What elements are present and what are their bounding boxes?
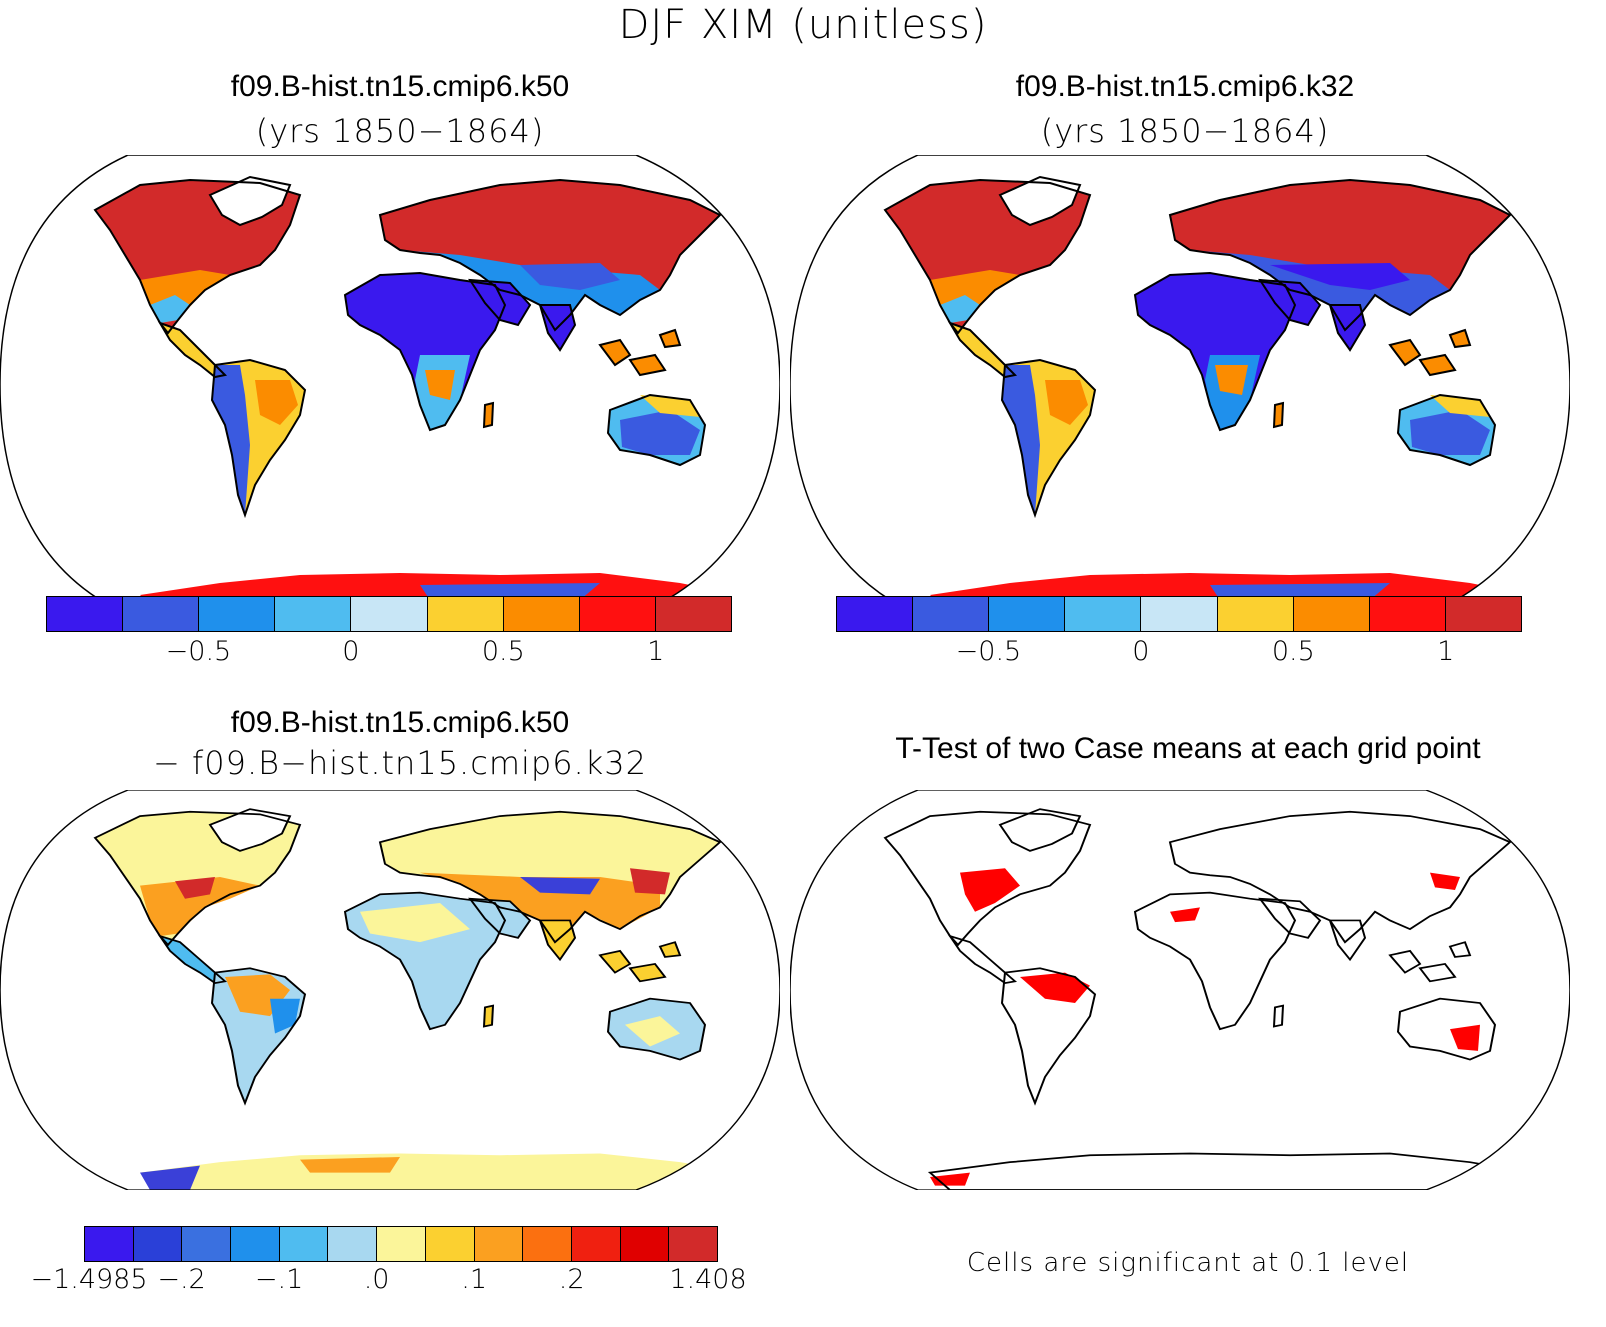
colorbar-swatch [133,1227,183,1261]
colorbar-tick-label: 0 [342,636,360,667]
colorbar-swatch [579,597,656,631]
sig-na [960,868,1020,912]
map-difference [0,790,780,1190]
colorbar-tick-label: −0.5 [955,636,1022,667]
colorbar-swatch [377,1227,426,1261]
colorbar-swatch [913,597,990,631]
colorbar-tick-label: −.1 [254,1264,304,1295]
globe-outline [790,790,1570,1190]
sa-east-region [255,380,298,425]
colorbar-swatch [523,1227,572,1261]
africa-diff-north [360,903,470,943]
africa-center-region [1215,365,1248,395]
antarctica-east-region [420,583,600,600]
sig-sa [1020,972,1090,1004]
sig-sahara [1170,907,1200,923]
australia-interior-region [620,410,700,455]
asia-diff-peak [630,868,670,895]
colorbar-case-k50 [46,596,732,632]
colorbar-tick-label: 0 [1132,636,1150,667]
colorbar-swatch [655,597,731,631]
australia-interior-region [1410,410,1490,455]
colorbar-swatch [503,597,580,631]
map-case-k32 [790,155,1570,615]
colorbar-swatch [328,1227,378,1261]
colorbar-swatch [571,1227,621,1261]
asia-plateau-region [1270,263,1410,290]
colorbar-tick-label: .2 [558,1264,585,1295]
panel-title-bottom-right: T-Test of two Case means at each grid po… [895,732,1481,765]
antarctica-diff-blue [140,1165,200,1190]
colorbar-swatch [199,597,276,631]
colorbar-swatch [425,1227,475,1261]
colorbar-tick-label: .1 [461,1264,488,1295]
figure-title: DJF XIM (unitless) [618,2,988,48]
colorbar-swatch [989,597,1066,631]
colorbar-swatch [231,1227,280,1261]
colorbar-swatch [1445,597,1521,631]
colorbar-swatch [620,1227,670,1261]
africa-center-region [425,370,455,400]
colorbar-tick-label: −.2 [157,1264,206,1295]
panel-title-bottom-left: f09.B-hist.tn15.cmip6.k50 [230,706,570,739]
colorbar-tick-label: 1 [1437,636,1455,667]
globe-outline [0,155,780,615]
antarctica-diff-orange [300,1156,400,1173]
colorbar-tick-label: −1.4985 [30,1264,148,1295]
panel-title-top-right: f09.B-hist.tn15.cmip6.k32 [1015,70,1355,103]
colorbar-swatch [1217,597,1294,631]
eurasia-diff-region [420,872,660,943]
australia-diff-region [625,1016,680,1047]
australia-north-region [1430,395,1490,417]
na-diff-peak [175,876,215,899]
sig-asia [1430,872,1460,890]
colorbar-swatch [182,1227,232,1261]
map-case-k50 [0,155,780,615]
eurasia-south-region [1190,250,1450,330]
colorbar-swatch [351,597,428,631]
colorbar-swatch [1065,597,1142,631]
colorbar-swatch [427,597,504,631]
colorbar-swatch [47,597,124,631]
antarctica-east-region [1210,583,1390,600]
globe-outline [0,790,780,1190]
colorbar-tick-label: 1.408 [669,1264,747,1295]
colorbar-tick-label: 0.5 [481,636,525,667]
panel-subtitle-top-left: (yrs 1850−1864) [255,112,545,150]
na-diff-region [140,876,260,937]
sig-australia [1450,1024,1480,1051]
colorbar-tick-label: 0.5 [1271,636,1315,667]
panel-title-top-left: f09.B-hist.tn15.cmip6.k50 [230,70,570,103]
eurasia-south-region [400,250,660,330]
colorbar-tick-label: 1 [647,636,665,667]
sa-east-region [1045,380,1088,425]
sa-andes-region [212,365,250,515]
asia-diff-blue [520,876,600,895]
colorbar-swatch [279,1227,329,1261]
map-ttest [790,790,1570,1190]
asia-plateau-region [520,263,620,290]
colorbar-swatch [123,597,200,631]
globe-outline [790,155,1570,615]
colorbar-case-k32 [836,596,1522,632]
colorbar-swatch [1141,597,1218,631]
colorbar-tick-label: −0.5 [165,636,232,667]
colorbar-swatch [474,1227,524,1261]
colorbar-swatch [275,597,352,631]
colorbar-difference [84,1226,718,1262]
colorbar-swatch [1293,597,1370,631]
panel-subtitle-bottom-left: − f09.B−hist.tn15.cmip6.k32 [153,744,647,782]
colorbar-swatch [669,1227,717,1261]
colorbar-swatch [85,1227,134,1261]
colorbar-swatch [1369,597,1446,631]
significance-note: Cells are significant at 0.1 level [966,1248,1410,1278]
sa-andes-region [1002,365,1040,515]
colorbar-swatch [837,597,914,631]
colorbar-tick-label: .0 [363,1264,390,1295]
panel-subtitle-top-right: (yrs 1850−1864) [1040,112,1330,150]
australia-north-region [640,395,700,417]
sa-diff-blue [270,998,300,1034]
